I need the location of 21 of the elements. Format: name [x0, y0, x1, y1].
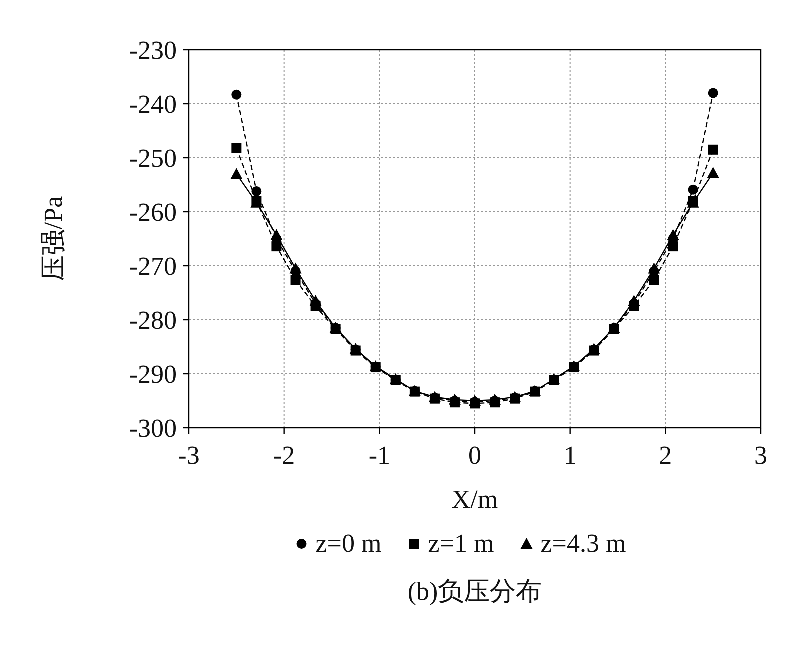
x-tick-label: 1 [564, 441, 577, 470]
y-tick-label: -300 [129, 414, 177, 443]
y-tick-label: -260 [129, 198, 177, 227]
legend-label: z=4.3 m [540, 529, 626, 558]
x-axis-title: X/m [452, 485, 498, 514]
x-tick-label: -1 [368, 441, 391, 470]
legend-label: z=0 m [316, 529, 382, 558]
y-tick-label: -250 [129, 144, 177, 173]
y-tick-label: -290 [129, 360, 177, 389]
x-tick-label: 0 [468, 441, 482, 470]
x-tick-label: -2 [273, 441, 296, 470]
x-tick-label: -3 [178, 441, 200, 470]
legend-label: z=1 m [428, 529, 494, 558]
y-tick-label: -240 [129, 90, 177, 119]
x-tick-label: 3 [754, 441, 768, 470]
y-tick-label: -280 [129, 306, 177, 335]
text: (b)负压分布 [408, 577, 542, 606]
y-tick-label: -230 [129, 36, 177, 65]
x-tick-label: 2 [659, 441, 672, 470]
y-axis-title: 压强/Pa [39, 196, 68, 282]
y-tick-label: -270 [129, 252, 177, 281]
